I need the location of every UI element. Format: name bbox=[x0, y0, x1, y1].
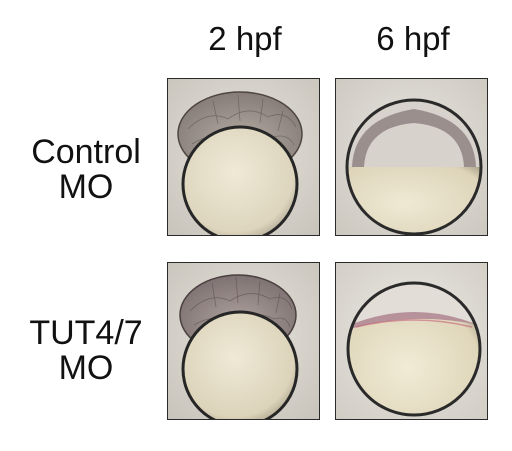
column-label-6hpf: 6 hpf bbox=[376, 20, 450, 57]
panel-control-2hpf bbox=[167, 78, 320, 236]
panel-tut47-6hpf bbox=[335, 262, 488, 420]
row-label-tut47-line2: MO bbox=[58, 348, 114, 387]
row-label-control-mo: Control MO bbox=[6, 135, 166, 204]
row-label-tut47-mo: TUT4/7 MO bbox=[6, 316, 166, 385]
row-label-tut47-line1: TUT4/7 bbox=[29, 314, 143, 352]
row-label-control-line1: Control bbox=[31, 133, 141, 171]
embryo-control-2hpf bbox=[168, 79, 319, 235]
embryo-control-6hpf bbox=[336, 79, 487, 235]
panel-tut47-2hpf bbox=[167, 262, 320, 420]
column-label-2hpf: 2 hpf bbox=[208, 20, 282, 57]
row-label-control-line2: MO bbox=[58, 167, 114, 206]
embryo-tut47-6hpf bbox=[336, 263, 487, 419]
panel-control-6hpf bbox=[335, 78, 488, 236]
embryo-tut47-2hpf bbox=[168, 263, 319, 419]
